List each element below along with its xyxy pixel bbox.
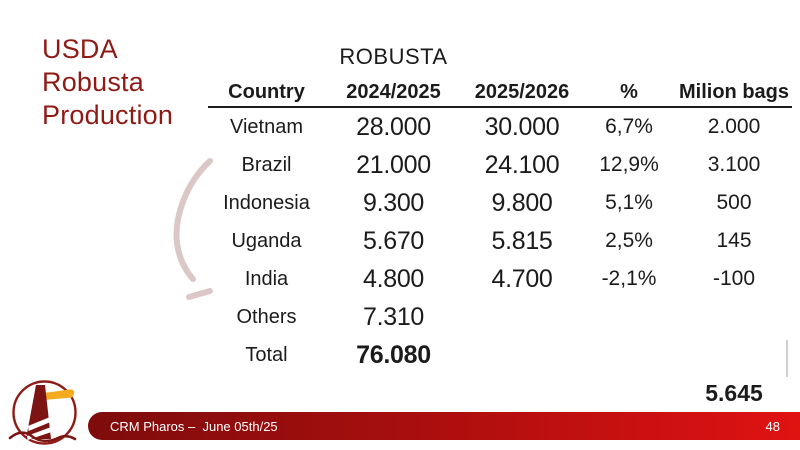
table-cell: 5,1% <box>605 191 653 214</box>
slide-title: USDA Robusta Production <box>42 33 173 132</box>
table-cell: 145 <box>716 229 752 252</box>
table-cell-bags-total: 5.645 <box>705 379 763 406</box>
table-cell: Uganda <box>231 229 302 252</box>
table-row: 5.645 <box>208 374 792 412</box>
header-cell-milion-bags: Milion bags <box>679 80 789 103</box>
table-row: Vietnam 28.000 30.000 6,7% 2.000 <box>208 108 792 146</box>
table-cell: 12,9% <box>599 153 659 176</box>
table-cell: 28.000 <box>356 112 431 141</box>
production-table: Country 2024/2025 2025/2026 % Milion bag… <box>208 78 792 412</box>
table-cell: 21.000 <box>356 150 431 179</box>
table-cell: Others <box>236 305 297 328</box>
table-cell: 6,7% <box>605 115 653 138</box>
table-cell: 500 <box>716 191 752 214</box>
header-cell-2024-2025: 2024/2025 <box>346 80 441 103</box>
title-line: Production <box>42 100 174 130</box>
table-cell: 9.300 <box>362 188 425 217</box>
table-cell: Total <box>245 343 288 366</box>
table-cell: Vietnam <box>229 115 303 138</box>
table-row: India 4.800 4.700 -2,1% -100 <box>208 260 792 298</box>
table-cell: 7.310 <box>362 302 425 331</box>
table-row: Others 7.310 <box>208 298 792 336</box>
table-cell: 5.670 <box>362 226 425 255</box>
table-cell: 4.700 <box>491 264 553 293</box>
title-line: Robusta <box>42 67 144 97</box>
table-cell: India <box>244 267 289 290</box>
table-cell: Indonesia <box>223 191 310 214</box>
table-cell: -100 <box>712 267 756 290</box>
table-row-total: Total 76.080 <box>208 336 792 374</box>
page-number: 48 <box>765 418 780 434</box>
cell-border-line <box>786 340 788 377</box>
table-cell: 2,5% <box>605 229 653 252</box>
title-line: USDA <box>42 34 118 64</box>
header-cell-country: Country <box>228 80 305 103</box>
table-cell: 9.800 <box>491 188 553 217</box>
table-cell: 30.000 <box>484 112 560 141</box>
table-title: ROBUSTA <box>339 44 448 69</box>
table-cell: 5.815 <box>491 226 553 255</box>
arc-decoration-icon <box>173 158 213 300</box>
table-cell: 24.100 <box>484 150 560 179</box>
lighthouse-logo-icon <box>6 380 77 445</box>
footer-label: CRM Pharos – June 05th/25 <box>110 418 278 434</box>
table-cell: 2.000 <box>707 115 761 138</box>
header-cell-2025-2026: 2025/2026 <box>474 80 570 103</box>
table-cell: -2,1% <box>601 267 657 290</box>
table-row: Indonesia 9.300 9.800 5,1% 500 <box>208 184 792 222</box>
table-cell: 3.100 <box>707 153 761 176</box>
table-cell: 4.800 <box>362 264 425 293</box>
table-header-row: Country 2024/2025 2025/2026 % Milion bag… <box>208 78 792 108</box>
header-cell-percent: % <box>620 80 638 103</box>
table-body: Vietnam 28.000 30.000 6,7% 2.000 Brazil … <box>208 108 792 412</box>
table-cell: Brazil <box>241 153 292 176</box>
table-cell-total-value: 76.080 <box>356 340 431 369</box>
footer-bar: CRM Pharos – June 05th/25 48 <box>88 412 800 440</box>
table-row: Uganda 5.670 5.815 2,5% 145 <box>208 222 792 260</box>
table-row: Brazil 21.000 24.100 12,9% 3.100 <box>208 146 792 184</box>
